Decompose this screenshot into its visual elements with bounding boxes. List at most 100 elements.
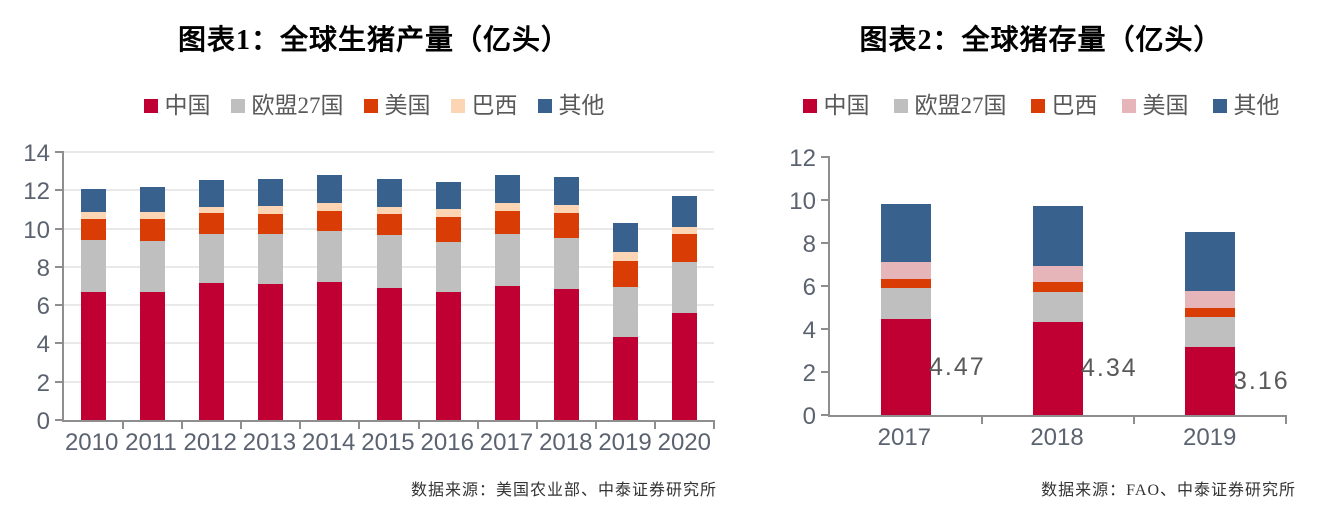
y-tick-label: 2: [36, 369, 50, 397]
bar-segment: [1185, 290, 1235, 308]
y-tick: [821, 156, 830, 158]
legend-swatch: [1030, 99, 1045, 113]
bar-segment: [553, 204, 579, 214]
x-tick: [122, 420, 125, 429]
x-tick-label: 2013: [242, 429, 297, 456]
y-tick-label: 14: [23, 140, 50, 167]
x-tick-label: 2020: [657, 429, 711, 456]
y-tick-label: 6: [36, 293, 50, 321]
bar-segment: [1185, 347, 1235, 415]
bar-segment: [553, 288, 579, 420]
bar-2017: [494, 175, 520, 420]
x-axis-labels: 2017 2018 2019: [828, 417, 1286, 453]
bar-2012: [199, 179, 225, 420]
x-tick-label: 2018: [1030, 424, 1084, 451]
legend-label: 中国: [164, 93, 211, 118]
x-tick: [417, 420, 420, 429]
y-tick-label: 10: [23, 216, 50, 244]
legend-swatch: [450, 99, 465, 113]
y-tick: [821, 285, 830, 287]
bar-segment: [435, 181, 461, 209]
bar-segment: [553, 213, 579, 239]
bar-segment: [376, 287, 402, 420]
legend-label: 巴西: [1051, 93, 1098, 118]
bar-2010: [81, 189, 107, 420]
x-tick: [713, 420, 715, 429]
bar-segment: [1033, 206, 1083, 266]
bar-segment: [671, 196, 697, 227]
y-tick-label: 4: [802, 317, 816, 344]
chart-body: 0 2 4 6 8 10 12 4.47 4.34 3.16: [748, 145, 1334, 430]
bar-segment: [880, 278, 931, 288]
bar-segment: [880, 287, 931, 319]
bar-2018: [553, 176, 579, 420]
legend-label: 美国: [384, 93, 431, 118]
legend-item: 中国: [143, 91, 211, 121]
y-tick: [55, 304, 64, 307]
y-tick-label: 12: [789, 145, 816, 172]
bar-segment: [317, 175, 343, 203]
legend-item: 欧盟27国: [893, 91, 1007, 121]
bar-segment: [1033, 281, 1083, 292]
bar-segment: [199, 206, 225, 214]
bar-segment: [317, 202, 343, 212]
legend-swatch: [230, 99, 245, 113]
legend-swatch: [537, 99, 552, 113]
bar-segment: [81, 212, 107, 220]
bar-2019: [612, 222, 638, 420]
y-tick-label: 8: [802, 231, 816, 258]
bar-segment: [140, 187, 166, 213]
x-tick: [653, 420, 656, 429]
legend-swatch: [1212, 99, 1227, 113]
bar-segment: [553, 176, 579, 205]
y-tick: [821, 242, 830, 244]
legend-swatch: [802, 99, 817, 113]
x-tick: [181, 420, 184, 429]
source-note: 数据来源：FAO、中泰证券研究所: [1041, 482, 1296, 499]
bar-segment: [199, 234, 225, 284]
bar-segment: [1185, 307, 1235, 317]
y-axis: 0 2 4 6 8 10 12 14: [0, 140, 62, 435]
y-tick: [55, 265, 64, 268]
chart-legend: 中国 欧盟27国 巴西 美国 其他: [748, 91, 1334, 121]
y-tick: [55, 419, 64, 421]
bar-segment: [81, 219, 107, 241]
bar-2019: [1185, 232, 1235, 415]
bar-segment: [258, 178, 284, 206]
bar-segment: [435, 241, 461, 292]
y-tick-label: 0: [36, 408, 50, 435]
legend-swatch: [143, 99, 158, 113]
y-tick-label: 12: [23, 178, 50, 206]
x-tick: [240, 420, 243, 429]
bar-segment: [612, 261, 638, 287]
bar-segment: [140, 291, 166, 420]
legend-swatch: [363, 99, 378, 113]
y-tick-label: 0: [802, 403, 816, 430]
x-tick-label: 2018: [539, 429, 593, 456]
chart2-panel: 图表2：全球猪存量（亿头） 中国 欧盟27国 巴西 美国 其他 0 2 4 6 8 10 12 4.…: [748, 0, 1334, 514]
chart1-panel: 图表1：全球生猪产量（亿头） 中国 欧盟27国 美国 巴西 其他 0 2 4 6 8 10 12 14…: [0, 25, 716, 499]
bar-segment: [81, 291, 107, 420]
x-tick: [1285, 415, 1287, 424]
legend-item: 美国: [363, 91, 431, 121]
bar-segment: [199, 213, 225, 235]
y-tick: [55, 227, 64, 230]
x-tick: [594, 420, 597, 429]
bar-segment: [376, 206, 402, 215]
bar-segment: [258, 284, 284, 420]
legend-label: 中国: [823, 93, 870, 118]
legend-item: 巴西: [1030, 91, 1098, 121]
bar-segment: [140, 219, 166, 242]
bar-2018: [1033, 206, 1083, 415]
legend-item: 其他: [537, 91, 605, 121]
y-tick: [821, 328, 830, 330]
bar-segment: [880, 262, 931, 279]
bar-segment: [1185, 232, 1235, 291]
legend-item: 巴西: [450, 91, 518, 121]
y-tick-label: 2: [802, 360, 816, 387]
x-tick-label: 2016: [420, 429, 474, 456]
bar-segment: [1033, 321, 1083, 415]
y-axis: 0 2 4 6 8 10 12: [748, 145, 828, 430]
x-tick-label: 2017: [877, 424, 932, 451]
x-tick-label: 2014: [302, 429, 356, 456]
